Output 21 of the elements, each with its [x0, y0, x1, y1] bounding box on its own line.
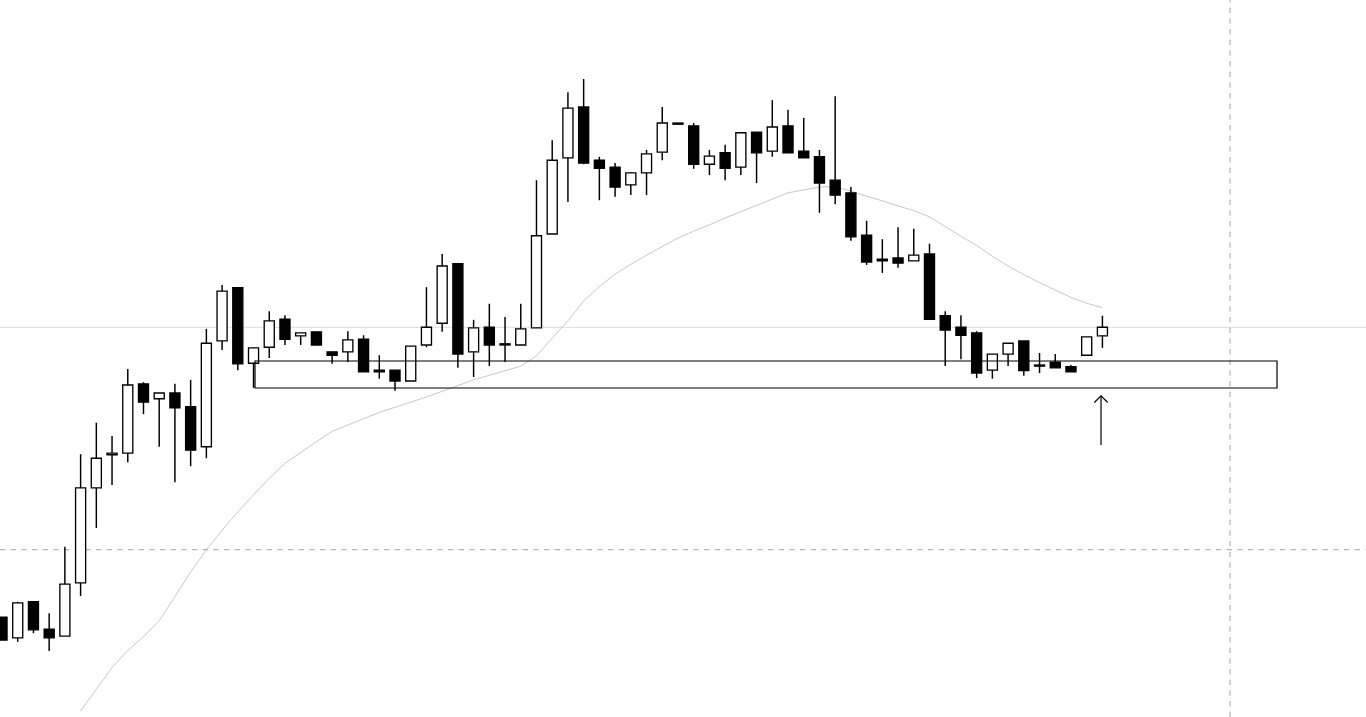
candlestick [625, 171, 637, 196]
candlestick [1081, 336, 1093, 356]
candlestick [43, 612, 55, 652]
candlestick [876, 238, 889, 274]
candlestick [153, 392, 165, 448]
candlestick [609, 162, 621, 198]
candlestick [829, 95, 841, 206]
candlestick [137, 381, 150, 415]
candlestick [892, 226, 904, 269]
candlestick [169, 383, 181, 483]
candlestick [703, 149, 716, 176]
candlestick [719, 144, 731, 181]
candlestick [798, 117, 810, 159]
candlestick [908, 228, 920, 262]
candlestick [593, 156, 606, 202]
candlestick [515, 303, 527, 346]
candlestick [750, 131, 763, 184]
candlestick [106, 435, 118, 486]
candlestick [279, 314, 291, 346]
candlestick [420, 286, 433, 348]
candlestick [640, 149, 653, 196]
